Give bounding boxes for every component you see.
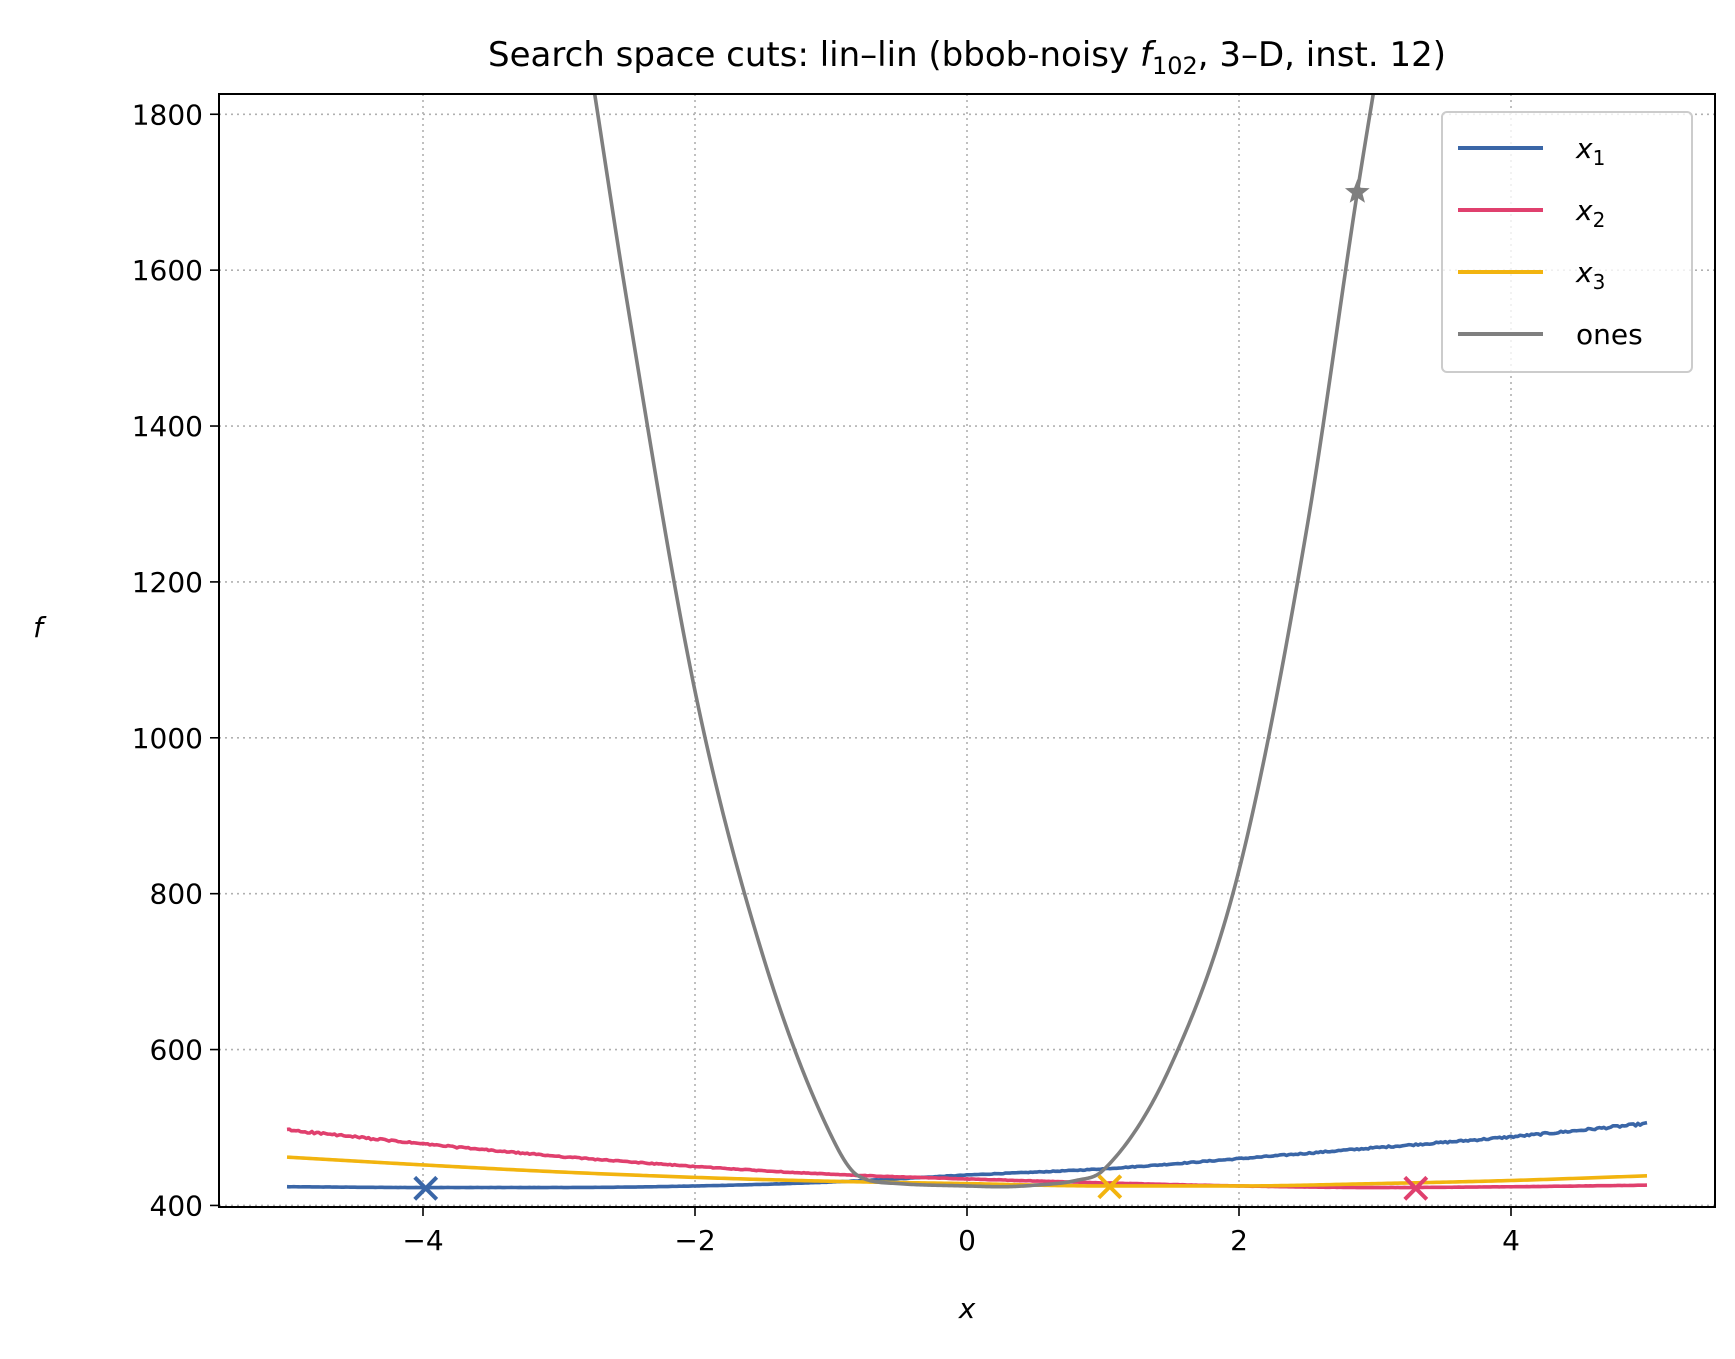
- legend-entry-ones: ones: [1458, 318, 1643, 351]
- legend-label-x2-sub: 2: [1593, 208, 1606, 232]
- title-main: Search space cuts: lin–lin (bbob-noisy: [488, 35, 1140, 75]
- legend-label-x1-base: x: [1575, 132, 1593, 165]
- x-axis-label: x: [958, 1292, 976, 1325]
- y-tick-label: 1400: [132, 410, 203, 443]
- legend-label-x3: x3: [1575, 256, 1605, 294]
- marker-x2: [1403, 1175, 1429, 1201]
- x-tick-label: 0: [958, 1224, 976, 1257]
- legend-label-x2-base: x: [1575, 194, 1593, 227]
- y-tick-label: 1000: [132, 722, 203, 755]
- x-tick-label: 4: [1502, 1224, 1520, 1257]
- legend-label-x2: x2: [1575, 194, 1605, 232]
- y-tick-label: 600: [150, 1034, 203, 1067]
- x-tick-label: −4: [402, 1224, 443, 1257]
- marker-ones: [1344, 179, 1370, 203]
- series-line-x2: [286, 1127, 1648, 1190]
- legend-label-x3-sub: 3: [1593, 270, 1606, 294]
- x-tick-label: 2: [1230, 1224, 1248, 1257]
- legend-label-x1-sub: 1: [1593, 146, 1606, 170]
- series-line-x1: [286, 1120, 1648, 1190]
- marker-layer: [413, 179, 1429, 1201]
- legend-entry-x1: x1: [1458, 132, 1605, 170]
- y-tick-label: 1200: [132, 566, 203, 599]
- legend-label-ones: ones: [1576, 318, 1643, 351]
- title-rest: , 3–D, inst. 12): [1198, 35, 1446, 75]
- marker-x1: [413, 1175, 439, 1201]
- series-line-ones: [592, 94, 1376, 1189]
- y-tick-label: 800: [150, 878, 203, 911]
- title-subscript: 102: [1152, 52, 1198, 80]
- y-tick-label: 1800: [132, 98, 203, 131]
- y-tick-label: 1600: [132, 254, 203, 287]
- legend-label-x1: x1: [1575, 132, 1605, 170]
- legend-box: [1441, 111, 1693, 373]
- chart-title: Search space cuts: lin–lin (bbob-noisy f…: [488, 35, 1446, 80]
- x-tick-label: −2: [674, 1224, 715, 1257]
- legend: x1 x2 x3 ones: [1441, 111, 1693, 373]
- legend-entry-x2: x2: [1458, 194, 1605, 232]
- ticks: −4 −2 0 2 4 400 600 800 1000 1200 1400 1600 1800: [132, 98, 1520, 1257]
- marker-x3: [1097, 1174, 1123, 1200]
- legend-label-x3-base: x: [1575, 256, 1593, 289]
- legend-entry-x3: x3: [1458, 256, 1605, 294]
- y-tick-label: 400: [150, 1189, 203, 1222]
